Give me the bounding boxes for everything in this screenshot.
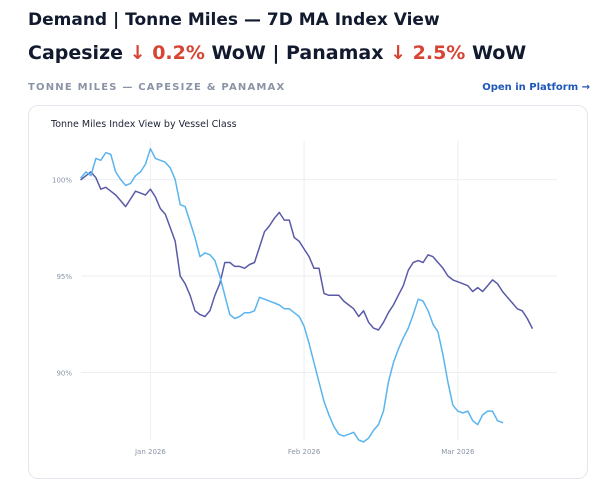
- panamax-change: ↓ 2.5%: [390, 42, 466, 64]
- capesize-label: Capesize: [28, 42, 124, 64]
- y-tick-label: 95%: [56, 273, 72, 281]
- chart-card: Tonne Miles Index View by Vessel Class 1…: [28, 105, 588, 479]
- series-line-panamax: [80, 147, 504, 443]
- y-tick-label: 100%: [52, 177, 72, 185]
- open-in-platform-link[interactable]: Open in Platform →: [482, 82, 590, 93]
- y-tick-label: 90%: [56, 369, 72, 377]
- panamax-label: Panamax: [286, 42, 384, 64]
- wow-headline: Capesize ↓ 0.2% WoW | Panamax ↓ 2.5% WoW: [28, 42, 526, 64]
- x-tick-label: Jan 2026: [134, 448, 166, 456]
- capesize-wow-suffix: WoW: [211, 42, 266, 64]
- page-title: Demand | Tonne Miles — 7D MA Index View: [28, 10, 440, 30]
- headline-separator: |: [272, 42, 280, 64]
- x-tick-label: Mar 2026: [441, 448, 475, 456]
- panamax-wow-suffix: WoW: [471, 42, 527, 64]
- section-label: TONNE MILES — CAPESIZE & PANAMAX: [28, 82, 286, 93]
- line-chart: 100% 95% 90% Jan 2026 Feb 2026 Mar 2026: [52, 141, 557, 456]
- x-tick-label: Feb 2026: [288, 448, 321, 456]
- series-line-capesize: [80, 171, 533, 331]
- capesize-change: ↓ 0.2%: [129, 42, 205, 64]
- chart-title: Tonne Miles Index View by Vessel Class: [51, 119, 237, 130]
